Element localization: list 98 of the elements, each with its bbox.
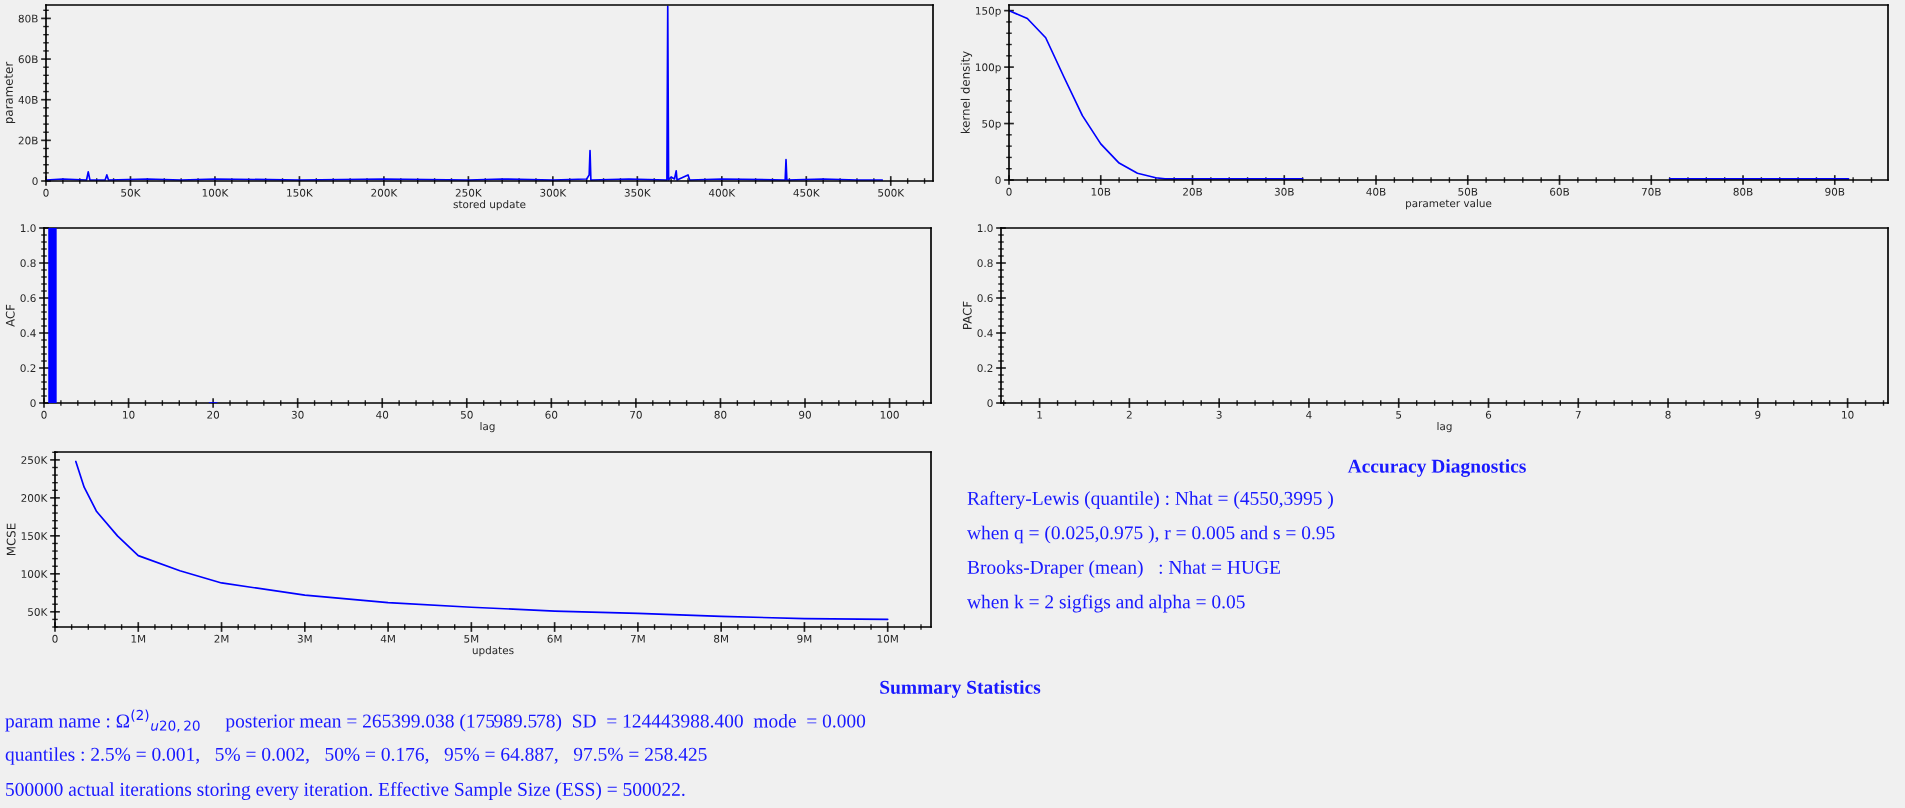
y-tick-label: 0.2: [20, 364, 36, 373]
y-axis-title: kernel density: [960, 51, 973, 134]
text: param name : Ω$^{(2)}$$_{u20,20}$ posterior mean = 265399.038 (175989.578) SD = 124443988.400 mode = 0.000: [5, 709, 866, 733]
x-tick-label: 80: [714, 410, 727, 419]
y-tick-label: 0: [995, 176, 1001, 185]
y-tick-label: 0.6: [20, 294, 36, 303]
x-tick-label: 1: [1037, 410, 1042, 419]
x-tick-label: 10: [1842, 410, 1854, 419]
y-tick-label: 80B: [18, 14, 38, 23]
y-tick-label: 1.0: [20, 224, 36, 233]
y-axis-title: PACF: [962, 301, 972, 329]
x-tick-label: 60: [545, 410, 558, 419]
x-tick-label: 5: [1396, 410, 1402, 419]
x-axis-title: updates: [472, 646, 514, 657]
x-tick-label: 50K: [121, 188, 141, 197]
x-tick-label: 200K: [371, 188, 398, 197]
x-axis-title: parameter value: [1406, 199, 1492, 210]
x-tick-label: 50: [460, 410, 473, 419]
y-tick-label: 100K: [21, 570, 48, 578]
x-tick-label: 10M: [877, 634, 898, 643]
y-tick-label: 50p: [982, 119, 1001, 130]
text: Accuracy Diagnostics: [1347, 459, 1526, 477]
x-tick-label: 9: [1755, 410, 1761, 419]
x-tick-label: 6: [1485, 410, 1492, 419]
x-tick-label: 7: [1575, 410, 1581, 419]
y-tick-label: 60B: [18, 55, 38, 64]
x-tick-label: 450K: [793, 188, 820, 197]
y-tick-label: 150K: [21, 532, 48, 540]
line-series: [74, 460, 889, 621]
y-tick-label: 250K: [21, 456, 48, 464]
x-tick-label: 20: [207, 410, 220, 419]
x-tick-label: 2: [1126, 410, 1132, 419]
y-axis-title: ACF: [5, 304, 15, 327]
x-tick-label: 100: [880, 410, 899, 419]
text: quantiles : 2.5% = 0.001, 5% = 0.002, 50% = 0.176, 95% = 64.887, 97.5% = 258.425: [5, 747, 707, 765]
y-tick-label: 0: [987, 399, 993, 408]
x-tick-label: 10: [123, 410, 135, 419]
x-tick-label: 9M: [797, 634, 812, 643]
x-tick-label: 0: [52, 634, 58, 643]
x-tick-label: 250K: [455, 188, 482, 197]
x-tick-label: 3M: [297, 634, 312, 643]
y-tick-label: 0.8: [20, 259, 36, 268]
y-tick-label: 200K: [21, 494, 48, 502]
y-tick-label: 0.6: [977, 294, 993, 303]
x-tick-label: 100K: [202, 188, 229, 197]
text: 500000 actual iterations storing every iteration. Effective Sample Size (ESS) = 500022.: [6, 782, 685, 800]
y-tick-label: 0: [32, 177, 38, 186]
x-tick-label: 20B: [1183, 187, 1202, 196]
x-tick-label: 70: [630, 410, 642, 419]
y-tick-label: 0.4: [20, 329, 36, 338]
x-tick-label: 8M: [714, 634, 728, 643]
x-tick-label: 7M: [630, 634, 645, 643]
y-tick-label: 20B: [18, 136, 38, 145]
text: Brooks-Draper (mean) : Nhat = HUGE: [967, 560, 1280, 578]
x-tick-label: 4: [1306, 410, 1312, 419]
x-tick-label: 5M: [464, 634, 479, 643]
x-tick-label: 0: [1006, 187, 1012, 196]
x-tick-label: 300K: [540, 188, 567, 197]
x-tick-label: 30B: [1274, 187, 1294, 196]
x-tick-label: 400K: [708, 188, 736, 197]
x-axis-title: stored update: [453, 200, 526, 211]
y-tick-label: 0.8: [977, 259, 993, 268]
text: when q = (0.025,0.975 ), r = 0.005 and s = 0.95: [967, 525, 1335, 544]
y-tick-label: 150p: [976, 6, 1001, 17]
y-tick-label: 0: [30, 399, 36, 408]
x-tick-label: 10B: [1091, 187, 1111, 196]
y-tick-label: 100p: [976, 63, 1001, 74]
x-tick-label: 80B: [1733, 187, 1753, 196]
y-axis-title: MCSE: [6, 523, 16, 556]
x-tick-label: 6M: [547, 634, 562, 643]
x-tick-label: 50B: [1458, 187, 1478, 196]
x-tick-label: 40B: [1366, 187, 1386, 196]
x-tick-label: 1M: [131, 634, 146, 643]
y-tick-label: 50K: [28, 608, 48, 616]
line-series: [46, 5, 884, 181]
x-tick-label: 3: [1216, 410, 1222, 419]
x-tick-label: 30: [291, 410, 304, 419]
x-tick-label: 2M: [214, 634, 229, 643]
x-tick-label: 90B: [1825, 187, 1845, 196]
x-tick-label: 350K: [624, 188, 651, 197]
x-tick-label: 40: [376, 410, 389, 419]
x-tick-label: 500K: [878, 188, 905, 197]
x-tick-label: 150K: [287, 188, 313, 197]
y-tick-label: 0.2: [977, 364, 993, 373]
x-axis-title: lag: [480, 422, 495, 433]
y-tick-label: 0.4: [977, 329, 993, 338]
y-axis-title: parameter: [4, 61, 16, 124]
text: Raftery-Lewis (quantile) : Nhat = (4550,3995 ): [967, 491, 1333, 509]
y-tick-label: 1.0: [977, 224, 993, 233]
x-tick-label: 70B: [1641, 187, 1661, 196]
x-tick-label: 8: [1665, 410, 1671, 419]
x-tick-label: 90: [799, 410, 811, 419]
x-axis-title: lag: [1437, 422, 1452, 433]
x-tick-label: 60B: [1550, 187, 1569, 196]
text: when k = 2 sigfigs and alpha = 0.05: [967, 594, 1245, 613]
x-tick-label: 4M: [380, 634, 395, 643]
text: Summary Statistics: [880, 680, 1041, 698]
y-tick-label: 40B: [18, 95, 38, 104]
